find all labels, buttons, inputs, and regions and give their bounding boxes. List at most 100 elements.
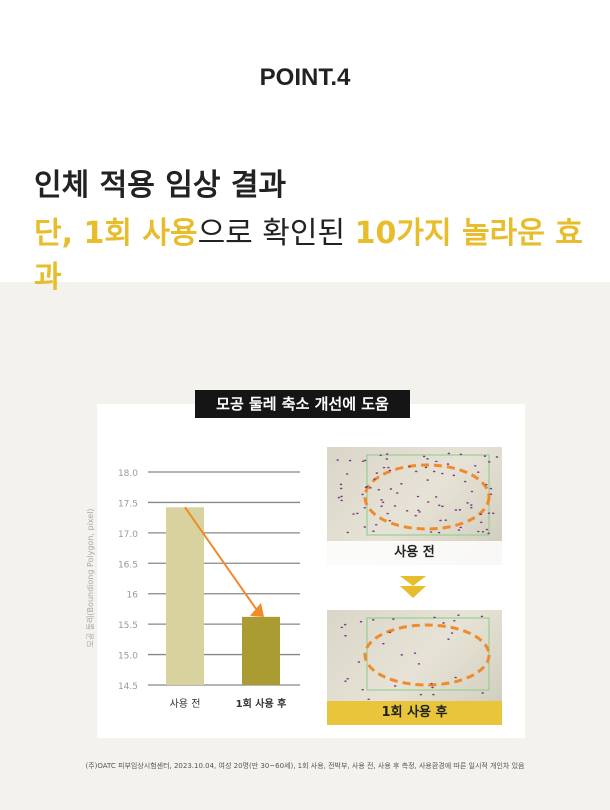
- pore-dot: [477, 530, 480, 533]
- pore-dot: [434, 460, 438, 463]
- pore-dot: [429, 531, 433, 533]
- pore-dot: [379, 454, 383, 457]
- pore-dot: [361, 688, 365, 691]
- pore-dot: [382, 466, 386, 469]
- pore-dot: [470, 490, 474, 493]
- pore-dot: [388, 469, 392, 472]
- pore-dot: [495, 456, 499, 458]
- pore-dot: [437, 504, 441, 507]
- pore-dot: [361, 460, 365, 463]
- pore-dot: [450, 632, 454, 634]
- pore-dot: [487, 461, 491, 463]
- pore-dot: [426, 501, 430, 503]
- pore-dot: [336, 459, 339, 461]
- pore-dot: [400, 654, 404, 656]
- pore-dot: [395, 492, 399, 494]
- bar: [166, 507, 204, 685]
- pore-dot: [340, 495, 343, 498]
- pore-dot: [405, 510, 409, 512]
- pore-dot: [345, 473, 349, 475]
- pore-dot: [476, 471, 480, 473]
- pore-dot: [388, 519, 392, 522]
- pore-dot: [386, 512, 389, 515]
- bar-chart: 18.0 17.5 17.0 16.5 16 15.5 15.0 14.5 모공 둘레(Boun…: [86, 469, 300, 710]
- pore-dot: [357, 661, 361, 663]
- pore-dot: [413, 652, 417, 654]
- pore-dot: [363, 459, 367, 462]
- pore-dot: [447, 638, 450, 640]
- pore-dot: [352, 513, 355, 515]
- subtitle-highlight: 단, 1회 사용: [34, 216, 198, 251]
- pore-dot: [387, 466, 390, 469]
- pore-dot: [481, 692, 484, 694]
- pore-dot: [491, 512, 495, 515]
- pore-dot: [417, 509, 420, 512]
- footnote: (주)OATC 피부임상시험센터, 2023.10.04, 여성 20명(만 3…: [85, 762, 525, 770]
- pore-dot: [359, 620, 363, 623]
- skin-image: [340, 614, 491, 701]
- pore-dot: [479, 513, 483, 516]
- pore-dot: [375, 472, 379, 474]
- photo-before: 사용 전: [327, 447, 502, 565]
- pore-dot: [479, 521, 483, 524]
- pore-dot: [363, 506, 367, 509]
- y-tick-label: 16.5: [118, 560, 138, 570]
- pore-dot: [453, 619, 456, 622]
- pore-dot: [371, 619, 375, 621]
- pore-dot: [346, 677, 350, 680]
- subtitle-highlight: 10가지 놀라운 효과: [34, 216, 583, 295]
- y-tick-label: 15.5: [118, 621, 138, 631]
- pore-dot: [452, 474, 456, 477]
- pore-markers: [340, 614, 484, 701]
- pore-dot: [422, 455, 426, 458]
- pore-dot: [389, 488, 393, 490]
- x-tick-label: 1회 사용 후: [236, 697, 287, 710]
- pore-dot: [340, 499, 343, 502]
- pore-dot: [441, 472, 444, 475]
- pore-dot: [348, 459, 352, 462]
- pore-dot: [400, 483, 403, 485]
- y-tick-label: 17.5: [118, 499, 138, 509]
- photo-before-caption: 사용 전: [327, 541, 502, 565]
- pore-dot: [487, 532, 490, 535]
- y-tick-label: 16: [127, 591, 139, 601]
- pore-dot: [470, 506, 473, 509]
- pore-dot: [432, 693, 435, 696]
- pore-dot: [483, 455, 487, 457]
- pore-dot: [446, 463, 450, 465]
- y-tick-label: 15.0: [118, 652, 138, 662]
- bar: [242, 616, 280, 685]
- pore-dot: [392, 618, 395, 620]
- page-subtitle: 단, 1회 사용으로 확인된 10가지 놀라운 효과: [34, 208, 610, 296]
- pore-dot: [382, 642, 385, 645]
- pore-dot: [459, 453, 463, 456]
- pore-dot: [437, 531, 441, 534]
- pore-dot: [487, 512, 491, 514]
- trend-arrow: [184, 506, 257, 610]
- pore-dot: [381, 501, 385, 504]
- page-title: 인체 적용 임상 결과: [34, 168, 287, 203]
- pore-dot: [485, 528, 489, 531]
- pore-dot: [361, 493, 364, 496]
- pore-dot: [369, 487, 372, 489]
- pore-dot: [373, 478, 376, 480]
- pore-dot: [343, 623, 347, 626]
- pore-dot: [489, 493, 493, 496]
- header-section: POINT.4 인체 적용 임상 결과 단, 1회 사용으로 확인된 10가지 …: [0, 0, 610, 295]
- arrow-down-icon: [400, 576, 426, 598]
- pore-dot: [364, 486, 368, 489]
- pore-dot: [417, 663, 421, 665]
- pore-markers: [336, 452, 499, 535]
- pore-dot: [489, 487, 493, 490]
- card-tag: 모공 둘레 축소 개선에 도움: [195, 390, 410, 418]
- y-tick-label: 18.0: [118, 469, 138, 479]
- y-axis-label: 모공 둘레(Boundiong Polygon, pixel): [86, 508, 95, 647]
- detection-box: [366, 454, 490, 536]
- pore-dot: [339, 483, 343, 486]
- pore-dot: [432, 470, 436, 473]
- skin-image: [336, 452, 499, 536]
- pore-dot: [337, 496, 341, 499]
- pore-dot: [442, 622, 445, 624]
- pore-dot: [463, 480, 467, 483]
- y-tick-label: 14.5: [118, 682, 138, 692]
